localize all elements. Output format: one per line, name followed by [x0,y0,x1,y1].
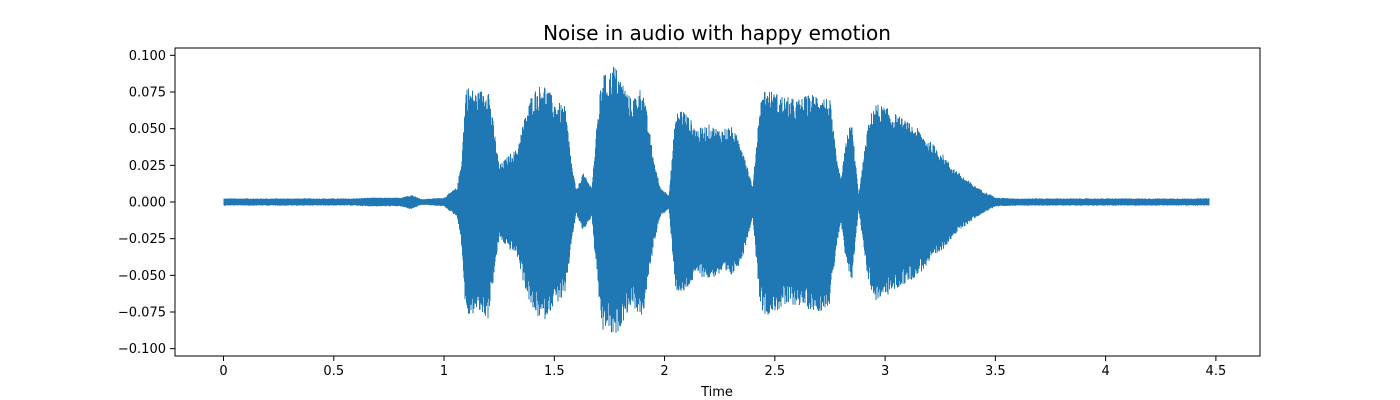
y-tick-label: −0.050 [118,269,166,284]
y-tick-label: 0.100 [129,49,166,64]
x-tick-label: 2.5 [764,364,785,379]
y-tick-label: −0.025 [118,232,166,247]
waveform-series [223,66,1210,333]
y-tick-label: −0.100 [118,342,166,357]
x-tick-label: 0 [219,364,227,379]
x-tick-label: 4.5 [1206,364,1227,379]
waveform-line [223,66,1210,333]
y-tick-label: 0.000 [129,196,166,211]
chart-title: Noise in audio with happy emotion [543,21,891,45]
x-tick-label: 4 [1101,364,1109,379]
y-axis-ticks: 0.100 0.075 0.050 0.025 0.000 −0.025 −0.050 −0.… [118,49,175,357]
x-tick-label: 0.5 [323,364,344,379]
y-tick-label: 0.050 [129,122,166,137]
x-tick-label: 3 [881,364,889,379]
y-tick-label: −0.075 [118,306,166,321]
x-tick-label: 2 [660,364,668,379]
x-axis-label: Time [700,385,733,400]
y-tick-label: 0.075 [129,86,166,101]
x-tick-label: 1 [440,364,448,379]
x-axis-ticks: 0 0.5 1 1.5 2 2.5 3 3.5 4 4.5 [219,356,1226,379]
y-tick-label: 0.025 [129,159,166,174]
x-tick-label: 3.5 [985,364,1006,379]
x-tick-label: 1.5 [544,364,565,379]
